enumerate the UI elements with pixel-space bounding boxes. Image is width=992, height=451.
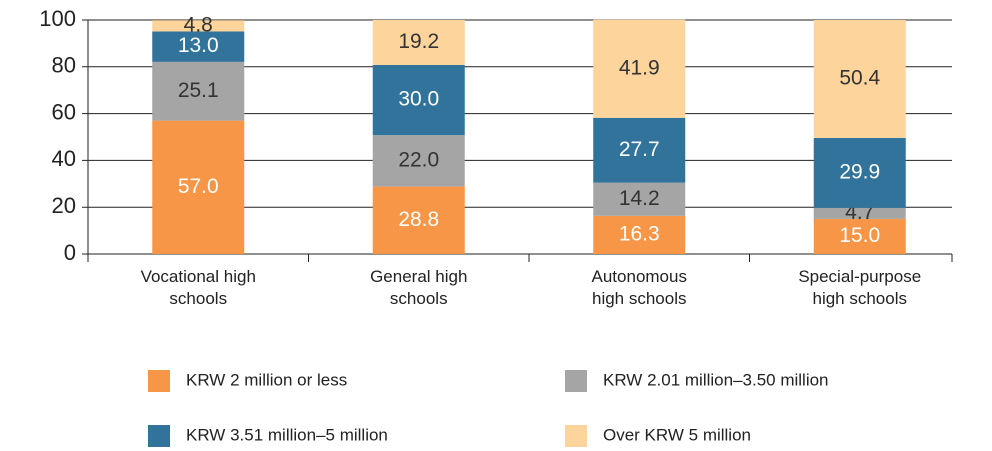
bar-segment <box>813 218 906 254</box>
bar-segment <box>372 135 465 187</box>
y-tick-label: 60 <box>52 99 76 124</box>
bar-segment <box>593 182 686 216</box>
bar-segment <box>813 137 906 208</box>
data-label: 50.4 <box>839 67 880 90</box>
bar-segment <box>813 207 906 219</box>
y-tick-label: 20 <box>52 193 76 218</box>
data-label: 41.9 <box>619 56 660 79</box>
data-label: 14.2 <box>619 187 660 210</box>
bar-segment <box>152 31 245 62</box>
bar-segment <box>372 64 465 136</box>
data-label: 57.0 <box>178 175 219 198</box>
legend-swatch <box>565 425 587 447</box>
y-tick-label: 40 <box>52 146 76 171</box>
data-label: 13.0 <box>178 34 219 57</box>
x-tick-label: Special-purpose high schools <box>798 267 922 308</box>
bar-segment <box>593 117 686 183</box>
bar-segment <box>152 20 245 32</box>
y-tick-label: 80 <box>52 53 76 78</box>
data-label: 27.7 <box>619 138 660 161</box>
legend-swatch <box>148 370 170 392</box>
y-tick-label: 100 <box>39 6 76 31</box>
data-label: 15.0 <box>839 224 880 247</box>
bar-segment <box>593 215 686 254</box>
legend-swatch <box>148 425 170 447</box>
bar-segment <box>152 61 245 121</box>
data-label: 19.2 <box>398 30 439 53</box>
legend-label: Over KRW 5 million <box>603 425 751 444</box>
bar-segment <box>372 186 465 254</box>
bar-segment <box>813 20 906 138</box>
data-label: 16.3 <box>619 222 660 245</box>
x-tick-label: Autonomous high schools <box>591 267 687 308</box>
bar-segment <box>152 120 245 255</box>
data-label: 28.8 <box>398 208 439 231</box>
legend-label: KRW 2 million or less <box>186 370 347 389</box>
bar-segment <box>593 19 686 118</box>
data-label: 29.9 <box>839 160 880 183</box>
bar-segment <box>372 20 465 65</box>
legend-swatch <box>565 370 587 392</box>
data-label: 22.0 <box>398 148 439 171</box>
legend-label: KRW 2.01 million–3.50 million <box>603 370 829 389</box>
y-tick-label: 0 <box>64 240 76 265</box>
x-tick-label: General high schools <box>370 267 468 308</box>
data-label: 30.0 <box>398 88 439 111</box>
legend-label: KRW 3.51 million–5 million <box>186 425 388 444</box>
data-label: 4.8 <box>184 13 213 36</box>
data-label: 25.1 <box>178 79 219 102</box>
x-tick-label: Vocational high schools <box>140 267 256 308</box>
